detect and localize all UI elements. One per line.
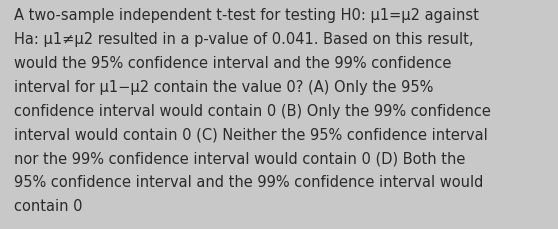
Text: Ha: μ1≠μ2 resulted in a p-value of 0.041. Based on this result,: Ha: μ1≠μ2 resulted in a p-value of 0.041…	[14, 32, 473, 47]
Text: would the 95% confidence interval and the 99% confidence: would the 95% confidence interval and th…	[14, 56, 451, 71]
Text: nor the 99% confidence interval would contain 0 (D) Both the: nor the 99% confidence interval would co…	[14, 151, 465, 166]
Text: interval would contain 0 (C) Neither the 95% confidence interval: interval would contain 0 (C) Neither the…	[14, 127, 488, 142]
Text: 95% confidence interval and the 99% confidence interval would: 95% confidence interval and the 99% conf…	[14, 175, 483, 190]
Text: interval for μ1−μ2 contain the value 0? (A) Only the 95%: interval for μ1−μ2 contain the value 0? …	[14, 79, 434, 94]
Text: confidence interval would contain 0 (B) Only the 99% confidence: confidence interval would contain 0 (B) …	[14, 103, 491, 118]
Text: contain 0: contain 0	[14, 199, 83, 213]
Text: A two-sample independent t-test for testing H0: μ1=μ2 against: A two-sample independent t-test for test…	[14, 8, 479, 23]
